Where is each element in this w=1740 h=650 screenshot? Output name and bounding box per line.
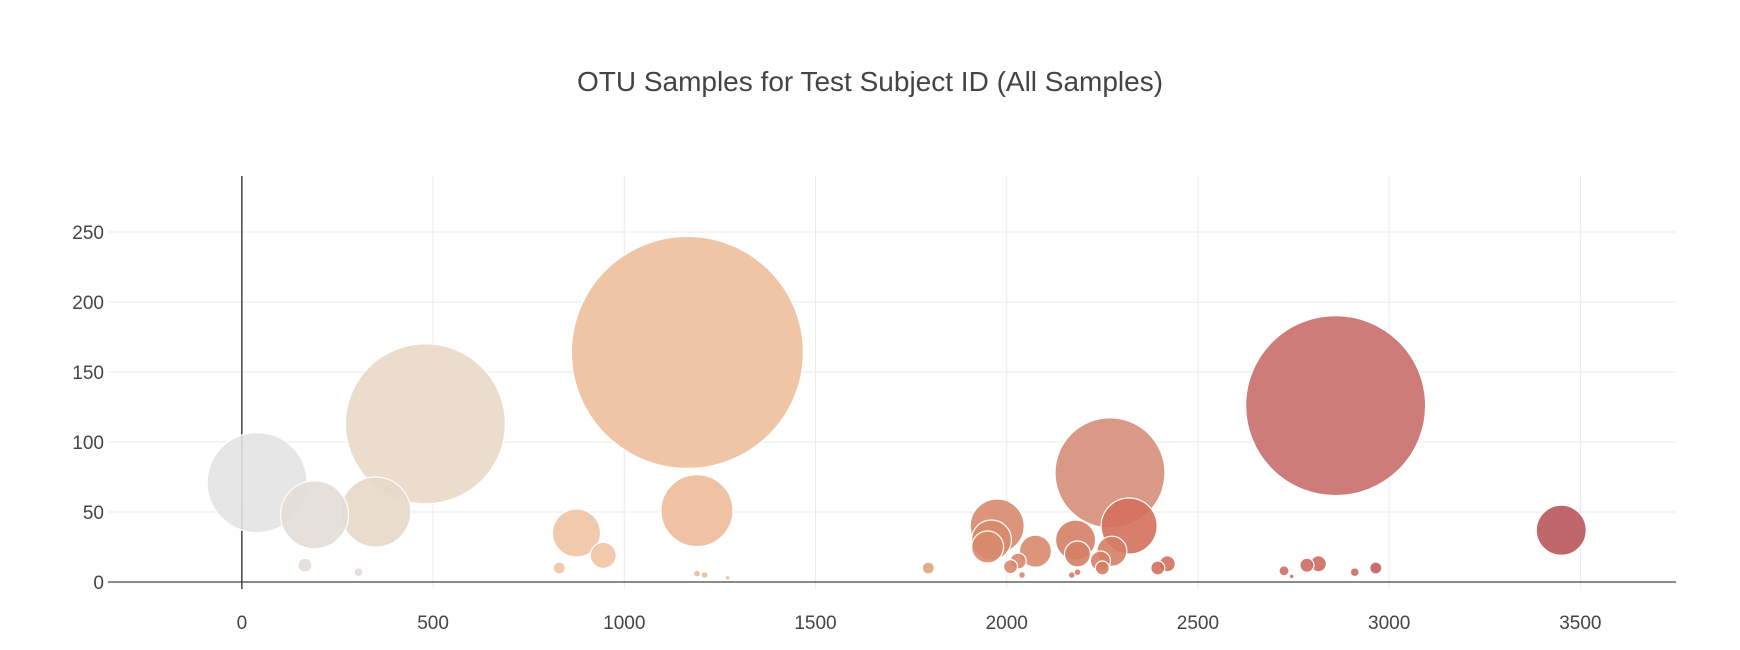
x-tick-label: 500 [417,613,449,634]
points-layer [206,235,1587,581]
bubble-point[interactable] [693,570,701,577]
bubble-point[interactable] [1369,561,1383,575]
bubble-point[interactable] [660,474,734,548]
bubble-point[interactable] [971,530,1005,564]
bubble-point[interactable] [921,561,935,575]
bubble-point[interactable] [340,476,412,548]
chart-title: OTU Samples for Test Subject ID (All Sam… [576,66,1164,97]
y-tick-label: 150 [72,363,104,384]
x-tick-label: 3500 [1559,613,1601,634]
bubble-point[interactable] [1018,571,1026,579]
bubble-point[interactable] [344,343,507,505]
bubble-point[interactable] [1245,315,1427,497]
bubble-point[interactable] [354,567,363,577]
bubble-point[interactable] [1299,557,1315,573]
bubble-point[interactable] [1068,571,1075,579]
bubble-point[interactable] [297,557,313,573]
bubble-point[interactable] [570,235,804,469]
x-tick-label: 2500 [1177,613,1219,634]
bubble-point[interactable] [1074,568,1081,576]
y-tick-label: 200 [72,293,104,314]
bubble-point[interactable] [1289,574,1294,579]
bubble-point[interactable] [279,480,350,550]
y-tick-label: 0 [93,573,104,594]
x-tick-label: 1000 [603,613,645,634]
bubble-point[interactable] [725,575,730,581]
x-tick-label: 3000 [1368,613,1410,634]
y-tick-label: 250 [72,223,104,244]
y-tick-label: 50 [83,503,104,524]
bubble-point[interactable] [701,571,708,579]
bubble-point[interactable] [551,508,602,558]
bubble-point[interactable] [1350,567,1360,577]
y-tick-label: 100 [72,433,104,454]
x-tick-label: 2000 [986,613,1028,634]
bubble-point[interactable] [1094,560,1110,576]
bubble-point[interactable] [1278,565,1290,577]
bubble-point[interactable] [1150,560,1166,576]
bubble-point[interactable] [552,561,566,575]
bubble-point[interactable] [1018,534,1053,568]
x-tick-label: 1500 [794,613,836,634]
bubble-point[interactable] [1535,504,1587,556]
bubble-point[interactable] [1063,540,1092,568]
bubble-point[interactable] [1002,558,1019,575]
bubble-point[interactable] [589,541,617,570]
x-tick-label: 0 [237,613,248,634]
axis-layer: 0 500 1000 1500 2000 2500 3000 3500 0 50 100 150 200… [72,176,1676,634]
